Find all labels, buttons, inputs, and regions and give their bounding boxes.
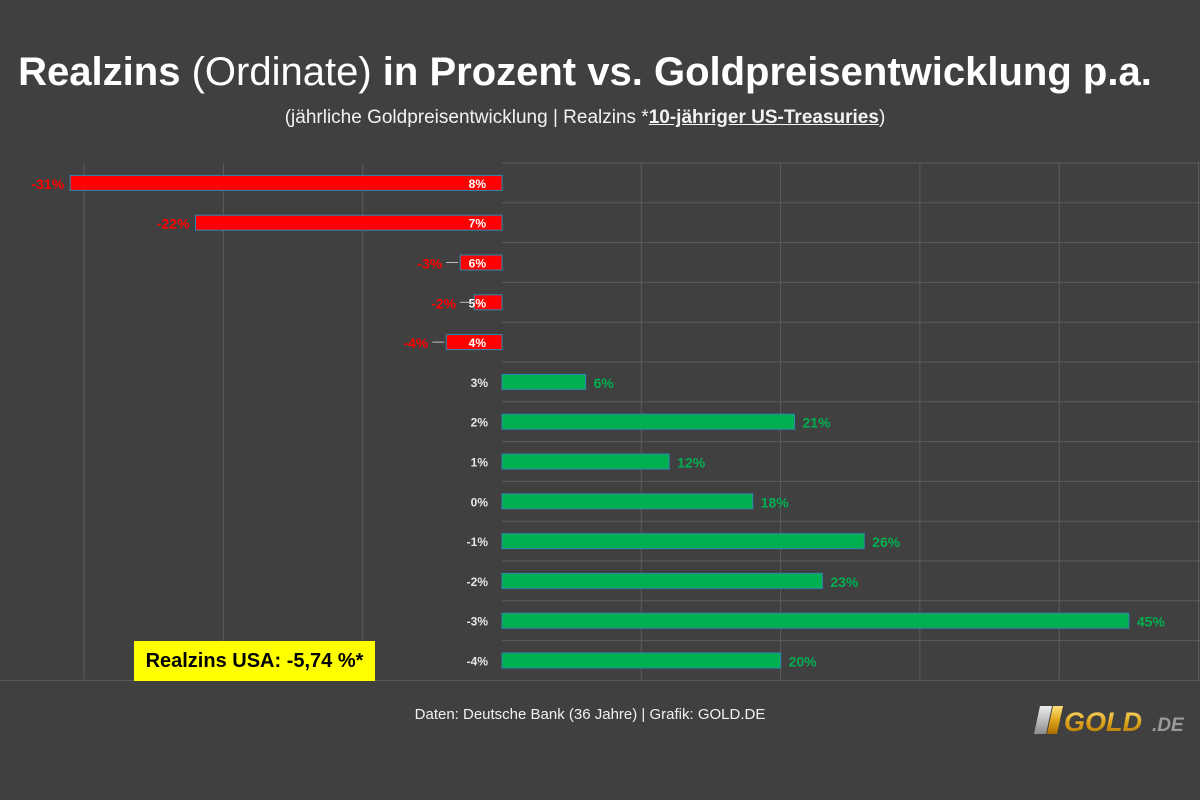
category-label: 4%	[469, 336, 487, 350]
chart-grid	[0, 162, 1200, 681]
value-label: -22%	[157, 216, 190, 232]
page-title: Realzins (Ordinate) in Prozent vs. Goldp…	[0, 50, 1170, 95]
category-label: 8%	[469, 177, 487, 191]
subtitle-part-2: 10-jähriger US-Treasuries	[648, 107, 879, 128]
gold-bar-icon-2	[1047, 706, 1063, 734]
title-part-3: in Prozent vs. Goldpreisentwicklung p.a.	[382, 50, 1152, 94]
bar	[501, 493, 754, 510]
category-label: 2%	[471, 416, 489, 430]
value-label: -31%	[31, 176, 64, 192]
value-label: 6%	[594, 375, 615, 391]
bar	[459, 254, 503, 271]
realzins-usa-badge: Realzins USA: -5,74 %*	[134, 641, 375, 681]
bar	[69, 174, 503, 191]
subtitle-part-1: (jährliche Goldpreisentwicklung | Realzi…	[284, 107, 649, 128]
bar	[501, 572, 823, 589]
chart-labels: 8% -31% 7% -22% 6% -3% 5% -2% 4% -4% 3% 6% 2% 21% 1% 12…	[31, 176, 1165, 670]
value-label: 18%	[761, 494, 790, 510]
category-label: 7%	[469, 217, 487, 231]
subtitle-part-3: )	[878, 107, 886, 128]
bar	[501, 612, 1130, 629]
logo-text-suffix: .DE	[1152, 715, 1185, 736]
chart-bars	[69, 174, 1130, 669]
bar	[195, 214, 503, 231]
value-label: 20%	[789, 654, 818, 670]
logo-text-main: GOLD	[1064, 707, 1142, 737]
page-subtitle: (jährliche Goldpreisentwicklung | Realzi…	[0, 107, 1170, 129]
value-label: 21%	[803, 415, 832, 431]
bar	[473, 294, 503, 311]
category-label: 0%	[471, 495, 489, 509]
bar	[501, 652, 782, 669]
category-label: 5%	[469, 296, 487, 310]
bar	[501, 413, 796, 430]
category-label: 6%	[469, 257, 487, 271]
category-label: -4%	[467, 655, 489, 669]
category-label: 1%	[471, 456, 489, 470]
value-label: 26%	[872, 534, 901, 550]
value-label: -3%	[417, 256, 442, 272]
bar	[501, 373, 587, 390]
bar	[501, 453, 670, 470]
category-label: 3%	[471, 376, 489, 390]
footer-source: Daten: Deutsche Bank (36 Jahre) | Grafik…	[414, 706, 766, 723]
bar	[445, 334, 503, 351]
category-label: -1%	[467, 535, 489, 549]
value-label: 45%	[1137, 614, 1166, 630]
category-label: -2%	[467, 575, 489, 589]
title-part-1: Realzins	[18, 50, 181, 94]
value-label: 12%	[677, 455, 706, 471]
bar	[501, 533, 865, 550]
category-label: -3%	[467, 615, 489, 629]
value-label: -2%	[431, 295, 456, 311]
gold-de-logo: GOLD .DE	[1034, 706, 1185, 737]
value-label: 23%	[830, 574, 859, 590]
value-label: -4%	[403, 335, 428, 351]
title-part-2: (Ordinate)	[191, 50, 372, 94]
gold-bar-icon	[1034, 706, 1052, 734]
